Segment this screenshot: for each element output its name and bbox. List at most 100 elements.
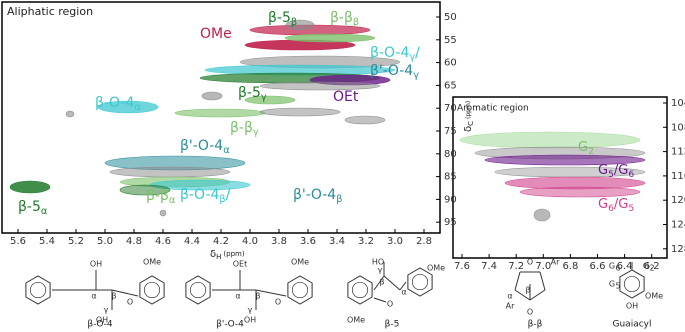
- contour: [259, 81, 381, 91]
- atom-label: OMe: [291, 258, 309, 267]
- atom-label: α: [235, 292, 240, 301]
- peak-label: β-O-4α: [95, 95, 141, 113]
- bond: [514, 271, 521, 291]
- x-axis-title-part: (ppm): [223, 250, 244, 258]
- atom-label: HO: [372, 258, 384, 267]
- bond: [514, 289, 531, 301]
- contours: [9, 19, 646, 222]
- ring-inner: [189, 281, 207, 299]
- atom-label: O: [527, 258, 533, 267]
- atom-label: α: [507, 292, 512, 301]
- x-tick-label: 5.4: [39, 236, 55, 247]
- peak-label-part: G: [598, 163, 608, 178]
- x-tick-label: 6.8: [562, 261, 578, 272]
- bond: [529, 289, 546, 301]
- x-tick-label: 2.8: [416, 236, 432, 247]
- atom-label: β: [525, 286, 530, 295]
- atom-label: OMe: [645, 292, 663, 301]
- peak-label: β'-O-4α: [180, 138, 230, 156]
- y-tick-label: 116: [671, 171, 685, 182]
- x-tick-label: 6.6: [590, 261, 606, 272]
- peak-label-part: β-5: [238, 85, 261, 101]
- atom-label: β: [255, 292, 260, 301]
- peak-label-part: γ: [261, 92, 267, 103]
- peak-label: β-ββ: [330, 10, 359, 28]
- contour: [285, 19, 315, 31]
- peak-label: OEt: [333, 89, 359, 105]
- contour: [244, 95, 296, 105]
- y-axis-title-part: (ppm): [465, 101, 472, 119]
- bond: [539, 271, 546, 291]
- x-tick-label: 3.8: [271, 236, 287, 247]
- y-tick-label: 128: [671, 244, 685, 255]
- peak-label-part: β: [353, 17, 359, 28]
- peak-label-part: G: [598, 197, 608, 212]
- y-tick-label: 112: [671, 147, 685, 158]
- y-tick-label: 95: [444, 217, 457, 228]
- contour: [9, 180, 51, 194]
- atom-label: 5: [615, 282, 620, 291]
- contour: [284, 33, 376, 43]
- y-tick-label: 50: [444, 12, 457, 23]
- y-tick-label: 85: [444, 172, 457, 183]
- peak-label-part: 5: [608, 169, 614, 179]
- bond: [373, 297, 387, 303]
- aromatic-title: Aromatic region: [457, 104, 529, 114]
- atom-label: γ: [104, 306, 109, 315]
- x-tick-label: 6.4: [617, 261, 633, 272]
- y-tick-label: 65: [444, 80, 457, 91]
- aliphatic-title: Aliphatic region: [7, 5, 93, 18]
- contour: [259, 107, 341, 117]
- atom-label: Ar: [506, 302, 515, 311]
- ring-inner: [351, 281, 369, 299]
- x-tick-label: 5.0: [97, 236, 113, 247]
- atom-label: O: [527, 308, 533, 317]
- x-axis-title-part: δ: [210, 249, 216, 260]
- peak-label: G5/G6: [598, 163, 634, 180]
- peak-label-part: G: [578, 140, 588, 155]
- y-tick-label: 90: [444, 194, 457, 205]
- peak-label-part: β-β: [230, 120, 253, 136]
- peak-label-part: β: [291, 17, 297, 28]
- y-tick-label: 80: [444, 149, 457, 160]
- structure-name: β-β: [528, 320, 543, 330]
- x-tick-label: 3.0: [387, 236, 403, 247]
- ring-inner: [623, 275, 641, 293]
- peak-label: β-O-4β/: [180, 187, 231, 205]
- atom-label: α: [91, 292, 96, 301]
- peak-label: β-βα: [146, 188, 175, 206]
- y-tick-label: 55: [444, 35, 457, 46]
- peak-label-part: /G: [614, 163, 628, 178]
- bond: [399, 281, 407, 291]
- atom-label: 2: [649, 264, 654, 273]
- peak-label: G2: [578, 140, 594, 157]
- atom-label: γ: [248, 306, 253, 315]
- peak-label-part: β: [336, 194, 342, 205]
- peak-label-part: 6: [608, 203, 614, 213]
- y-tick-label: 120: [671, 195, 685, 206]
- ring: [619, 269, 645, 299]
- x-tick-label: 3.6: [300, 236, 316, 247]
- peak-label-part: γ: [409, 52, 415, 63]
- y-tick-label: 70: [444, 103, 457, 114]
- peak-label-part: α: [169, 195, 175, 206]
- ring: [25, 275, 51, 305]
- peak-label: β-O-4γ/: [370, 45, 420, 63]
- ring-inner: [29, 281, 47, 299]
- structure-name: Guaiacyl: [613, 320, 652, 330]
- contour: [109, 166, 231, 178]
- atom-label: OH: [244, 316, 256, 325]
- atom-label: OMe: [347, 316, 365, 325]
- atom-label: O: [275, 298, 281, 307]
- atom-label: γ: [378, 266, 383, 275]
- ring-inner: [291, 281, 309, 299]
- atom-label: G: [609, 262, 615, 271]
- peak-label-part: β'-O-4: [180, 138, 223, 154]
- structure-name: β-5: [385, 320, 400, 330]
- peak-label-part: 5: [628, 203, 634, 213]
- atom-label: 6: [615, 264, 620, 273]
- contour: [159, 209, 167, 217]
- atom-label: Ar: [551, 258, 560, 267]
- peak-label-part: α: [134, 102, 140, 113]
